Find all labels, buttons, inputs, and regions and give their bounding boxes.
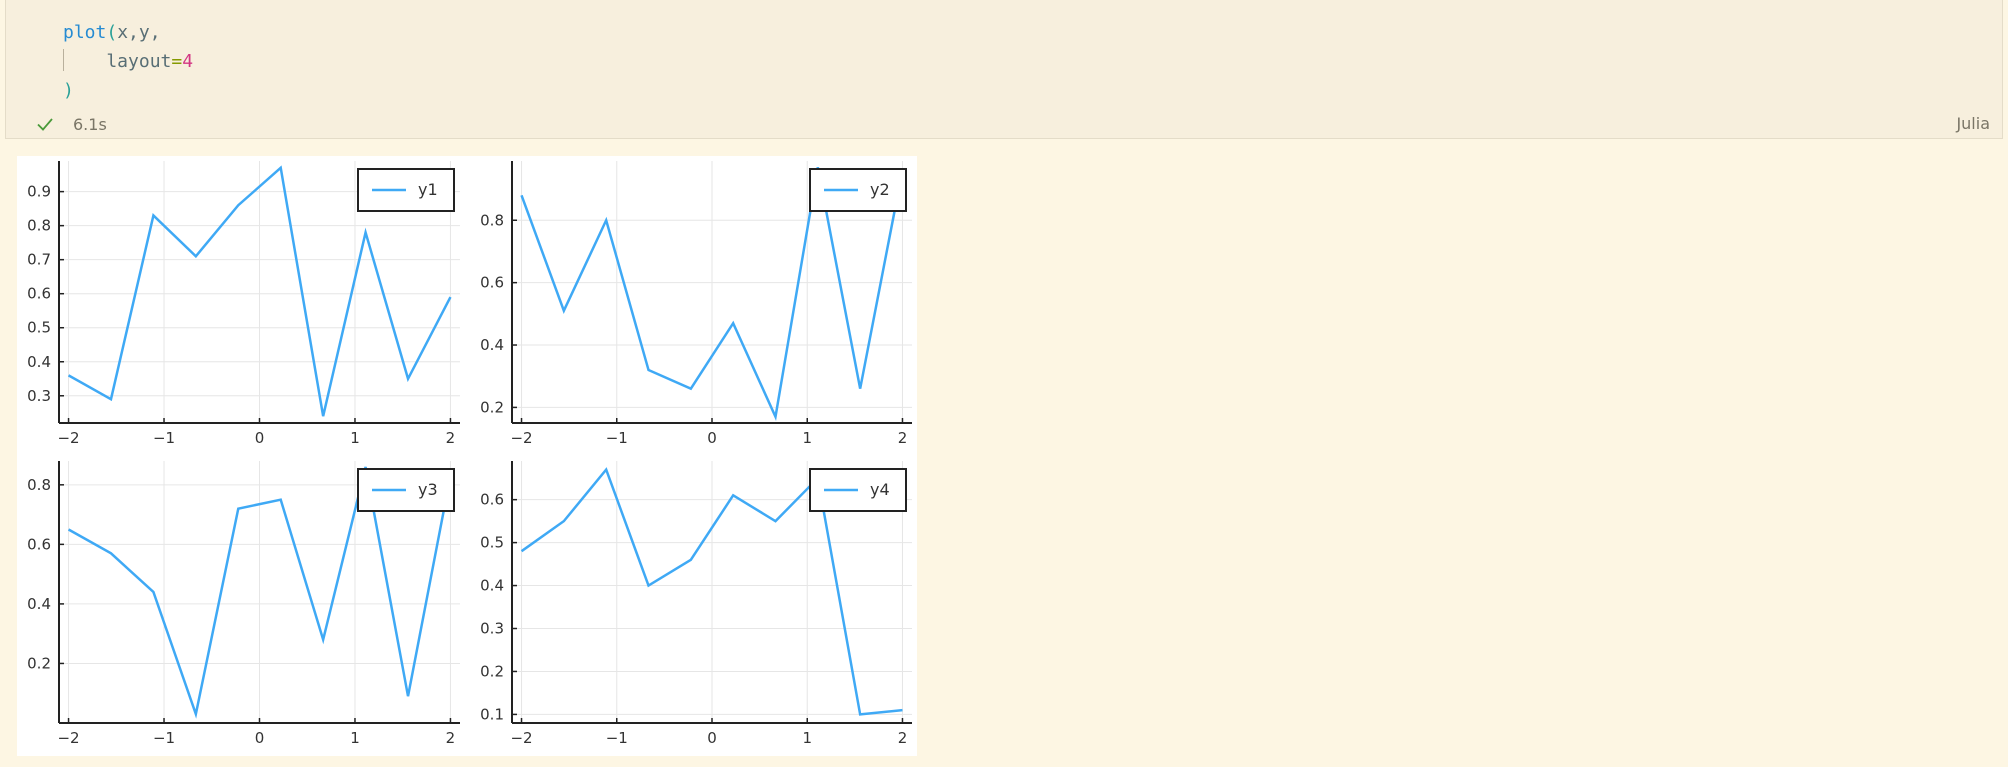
subplot-2: −2 −1 0 1 2 0.2 0.4 0.6 0.8 y2 bbox=[480, 161, 912, 447]
x-tick-label: −1 bbox=[606, 729, 628, 747]
y-tick-label: 0.4 bbox=[27, 353, 51, 371]
code-line[interactable]: layout=4 bbox=[63, 47, 193, 76]
code-token: layout bbox=[63, 51, 172, 72]
y-tick-label: 0.6 bbox=[27, 285, 51, 303]
legend: y4 bbox=[809, 468, 907, 512]
x-tick-label: −2 bbox=[57, 429, 79, 447]
subplot-3: −2 −1 0 1 2 0.2 0.4 0.6 0.8 y3 bbox=[27, 461, 460, 747]
code-token: x,y, bbox=[117, 22, 161, 43]
x-tick-label: 2 bbox=[898, 429, 908, 447]
check-icon bbox=[37, 118, 53, 131]
code-token: plot bbox=[63, 22, 107, 43]
series-line-y1 bbox=[67, 165, 452, 417]
legend: y2 bbox=[809, 168, 907, 212]
y-tick-label: 0.2 bbox=[480, 398, 504, 416]
legend-label: y2 bbox=[870, 180, 890, 199]
y-tick-label: 0.5 bbox=[480, 534, 504, 552]
y-tick-label: 0.6 bbox=[480, 491, 504, 509]
x-tick-label: −2 bbox=[57, 729, 79, 747]
x-tick-label: 0 bbox=[255, 429, 265, 447]
code-cell[interactable]: plot(x,y, layout=4) 6.1s Julia bbox=[5, 0, 2003, 139]
subplot-4: −2 −1 0 1 2 0.1 0.2 0.3 0.4 0.5 0.6 y4 bbox=[480, 461, 912, 747]
legend-label: y3 bbox=[418, 480, 438, 499]
x-tick-label: 2 bbox=[446, 429, 456, 447]
code-token: = bbox=[171, 51, 183, 72]
language-label[interactable]: Julia bbox=[1956, 114, 1990, 133]
code-line[interactable]: plot(x,y, bbox=[63, 18, 193, 47]
x-tick-label: 0 bbox=[707, 729, 717, 747]
legend: y3 bbox=[357, 468, 455, 512]
x-tick-label: 0 bbox=[707, 429, 717, 447]
x-tick-label: 1 bbox=[350, 429, 360, 447]
y-tick-label: 0.2 bbox=[480, 662, 504, 680]
x-tick-label: −1 bbox=[153, 429, 175, 447]
y-tick-label: 0.7 bbox=[27, 251, 51, 269]
execution-time: 6.1s bbox=[73, 114, 107, 134]
y-tick-label: 0.6 bbox=[480, 274, 504, 292]
x-tick-label: −1 bbox=[606, 429, 628, 447]
y-tick-label: 0.5 bbox=[27, 319, 51, 337]
code-line[interactable]: ) bbox=[63, 76, 193, 105]
x-tick-label: 0 bbox=[255, 729, 265, 747]
legend: y1 bbox=[357, 168, 455, 212]
plot-figure: −2 −1 0 1 2 0.3 0.4 0.5 0.6 0.7 0.8 0.9 y1 −2 −1 0 1 2 0.2… bbox=[27, 161, 912, 747]
y-tick-label: 0.3 bbox=[480, 620, 504, 638]
series-line-y3 bbox=[67, 466, 452, 719]
indent-guide bbox=[63, 49, 64, 71]
x-tick-label: 1 bbox=[350, 729, 360, 747]
y-tick-label: 0.4 bbox=[480, 336, 504, 354]
y-tick-label: 0.8 bbox=[480, 211, 504, 229]
y-tick-label: 0.1 bbox=[480, 705, 504, 723]
x-tick-label: 1 bbox=[802, 729, 812, 747]
x-tick-label: 2 bbox=[446, 729, 456, 747]
y-tick-label: 0.8 bbox=[27, 217, 51, 235]
cell-status: 6.1s bbox=[35, 113, 107, 135]
x-tick-label: −1 bbox=[153, 729, 175, 747]
x-tick-label: −2 bbox=[510, 729, 532, 747]
series-line-y2 bbox=[520, 167, 904, 422]
x-tick-label: −2 bbox=[510, 429, 532, 447]
subplot-1: −2 −1 0 1 2 0.3 0.4 0.5 0.6 0.7 0.8 0.9 y1 bbox=[27, 161, 460, 447]
y-tick-label: 0.8 bbox=[27, 476, 51, 494]
y-tick-label: 0.4 bbox=[480, 577, 504, 595]
y-tick-label: 0.2 bbox=[27, 654, 51, 672]
y-tick-label: 0.3 bbox=[27, 387, 51, 405]
code-editor[interactable]: plot(x,y, layout=4) bbox=[63, 18, 193, 105]
series-line-y4 bbox=[520, 467, 903, 716]
x-tick-label: 2 bbox=[898, 729, 908, 747]
code-token: ) bbox=[63, 80, 74, 101]
legend-label: y4 bbox=[870, 480, 890, 499]
y-tick-label: 0.6 bbox=[27, 535, 51, 553]
code-token: ( bbox=[106, 22, 118, 43]
y-tick-label: 0.4 bbox=[27, 595, 51, 613]
y-tick-label: 0.9 bbox=[27, 183, 51, 201]
legend-label: y1 bbox=[418, 180, 438, 199]
code-token: 4 bbox=[182, 51, 194, 72]
x-tick-label: 1 bbox=[802, 429, 812, 447]
plot-output: −2 −1 0 1 2 0.3 0.4 0.5 0.6 0.7 0.8 0.9 y1 −2 −1 0 1 2 0.2… bbox=[17, 156, 917, 756]
